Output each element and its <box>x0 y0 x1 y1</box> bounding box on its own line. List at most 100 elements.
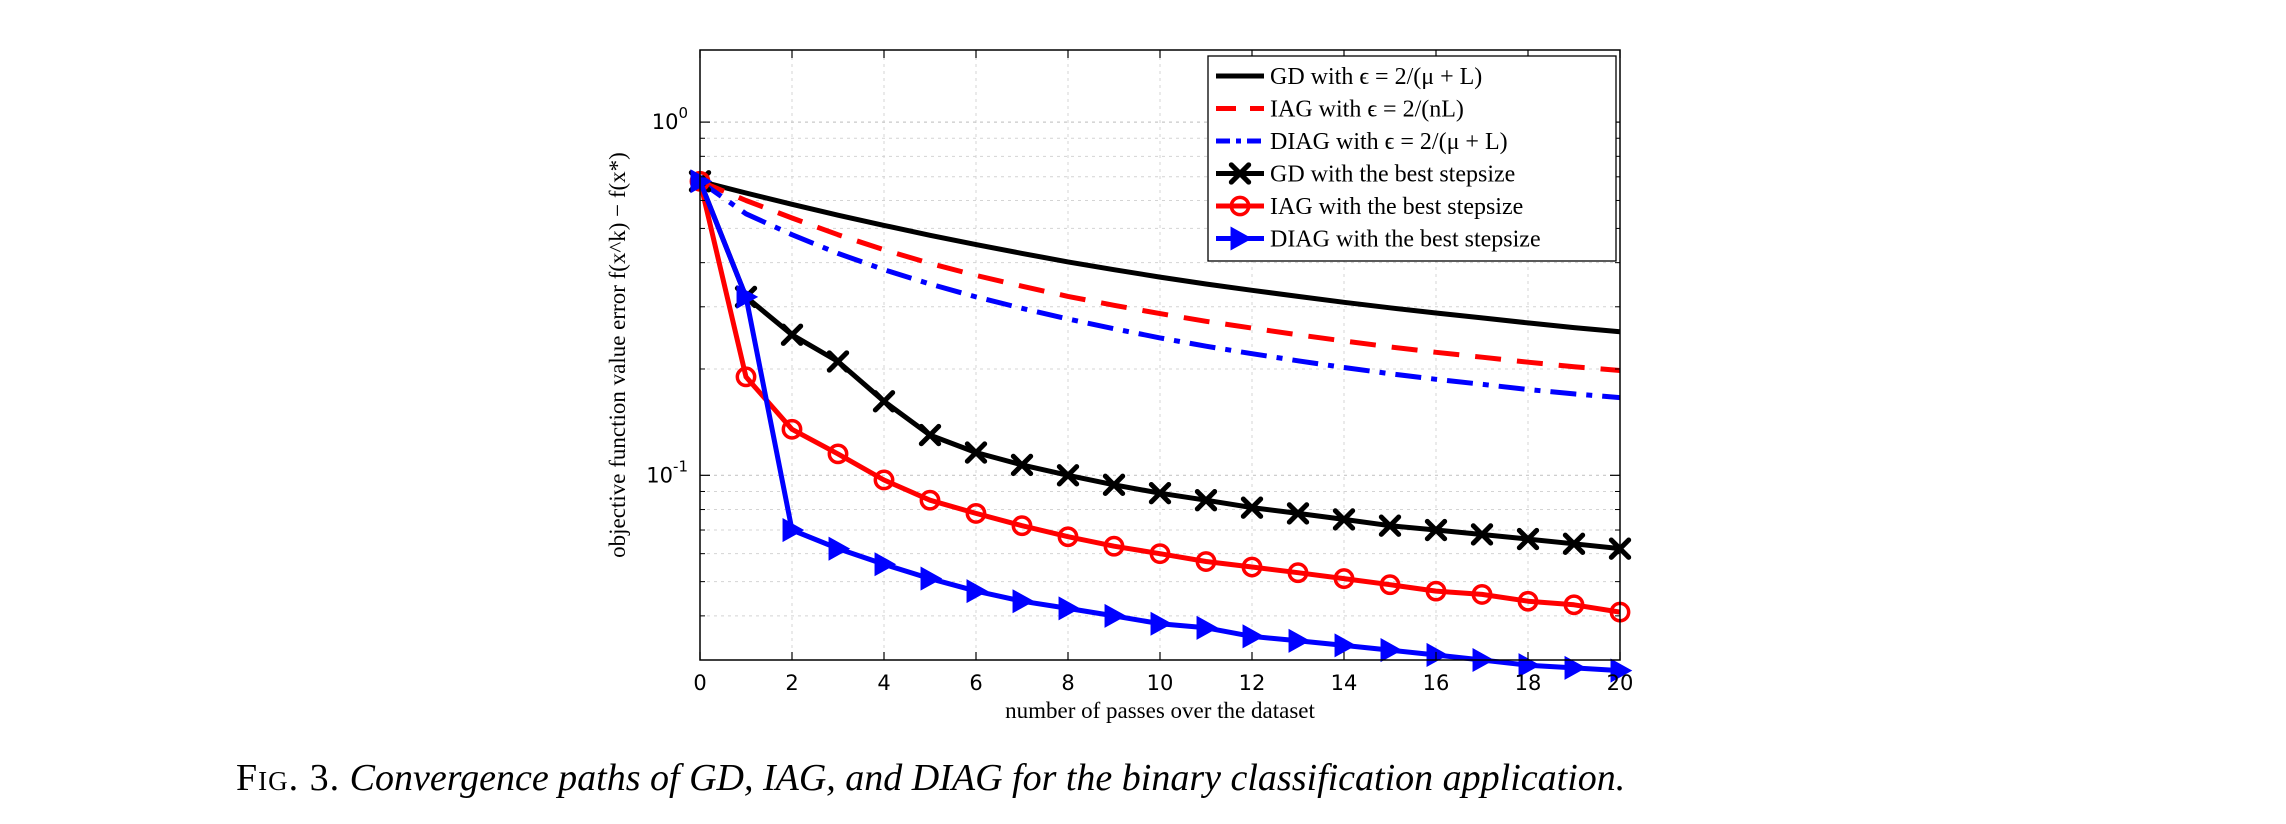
series-line <box>699 178 1621 373</box>
data-point <box>1426 642 1449 668</box>
series-0 <box>699 178 1621 335</box>
series-line <box>699 178 1621 335</box>
caption-label: Fig. 3. <box>236 757 341 799</box>
y-tick-label: 10-1 <box>646 457 688 487</box>
data-point <box>965 502 987 524</box>
data-point <box>1149 543 1171 565</box>
data-point <box>1104 603 1127 628</box>
y-tick-exponent: 0 <box>678 104 688 122</box>
x-tick-label: 10 <box>1147 671 1174 695</box>
x-tick-label: 6 <box>969 671 982 695</box>
legend-entry: GD with the best stepsize <box>1216 162 1515 188</box>
data-point <box>1057 526 1079 548</box>
data-point <box>735 366 757 388</box>
x-tick-label: 14 <box>1331 671 1358 695</box>
data-point <box>1058 596 1081 621</box>
data-point <box>1240 496 1264 519</box>
data-point <box>1012 589 1035 614</box>
data-point <box>1148 482 1172 505</box>
x-tick-label: 2 <box>785 671 798 695</box>
data-point <box>1516 527 1540 551</box>
legend-label: GD with ϵ = 2/(μ + L) <box>1270 64 1482 90</box>
legend-entry: IAG with the best stepsize <box>1216 194 1523 220</box>
legend-marker <box>1229 195 1251 217</box>
legend-box <box>1207 55 1617 262</box>
x-tick-label: 8 <box>1061 671 1074 695</box>
data-point <box>1425 580 1447 602</box>
data-point <box>1194 489 1218 512</box>
data-point <box>1379 574 1401 596</box>
legend-marker <box>1228 162 1252 185</box>
legend-entry: DIAG with the best stepsize <box>1216 226 1541 253</box>
series-line <box>697 180 1621 615</box>
x-axis-label: number of passes over the dataset <box>1005 698 1315 723</box>
data-point <box>872 390 896 413</box>
data-point <box>874 552 897 577</box>
data-point <box>781 418 803 440</box>
data-point <box>827 443 849 465</box>
data-point <box>1471 584 1493 605</box>
data-point <box>1424 518 1448 542</box>
data-point <box>1010 453 1034 477</box>
data-point <box>920 566 943 591</box>
y-tick-base: 10 <box>652 110 679 134</box>
x-tick-label: 12 <box>1239 671 1266 695</box>
data-point <box>1056 464 1080 487</box>
y-tick-base: 10 <box>646 463 673 487</box>
legend-label: GD with the best stepsize <box>1270 162 1515 188</box>
data-point <box>1380 638 1403 663</box>
series-2 <box>698 179 1621 401</box>
data-point <box>1286 502 1310 525</box>
data-point <box>1103 535 1125 557</box>
data-point <box>690 169 713 194</box>
series-line <box>698 179 1621 401</box>
data-point <box>736 284 759 309</box>
data-point <box>1195 551 1217 572</box>
data-point <box>919 489 941 511</box>
series-1 <box>699 178 1621 373</box>
legend: GD with ϵ = 2/(μ + L) IAG with ϵ = 2/(nL)… <box>1207 55 1617 262</box>
x-tick-label: 18 <box>1515 671 1542 695</box>
data-point <box>1470 523 1494 546</box>
legend-label: IAG with the best stepsize <box>1270 194 1523 220</box>
data-point <box>1562 532 1586 555</box>
legend-entry: GD with ϵ = 2/(μ + L) <box>1216 64 1482 90</box>
data-point <box>1102 473 1126 496</box>
data-point <box>1288 628 1311 653</box>
data-point <box>1517 590 1539 612</box>
data-point <box>1564 655 1587 680</box>
caption-text: Convergence paths of GD, IAG, and DIAG f… <box>349 757 1626 799</box>
y-tick-label: 100 <box>652 104 688 134</box>
legend-label: DIAG with the best stepsize <box>1270 227 1541 253</box>
x-tick-label: 16 <box>1423 671 1450 695</box>
data-point <box>1378 514 1402 537</box>
legend-marker <box>1230 226 1253 251</box>
x-tick-label: 4 <box>877 671 890 695</box>
data-point <box>1563 594 1585 616</box>
data-point <box>1334 633 1357 658</box>
data-point <box>780 323 804 346</box>
data-point <box>964 441 988 464</box>
legend-label: DIAG with ϵ = 2/(μ + L) <box>1270 129 1508 155</box>
data-point <box>782 517 805 543</box>
x-tick-label: 20 <box>1607 671 1634 695</box>
data-point <box>1011 515 1033 537</box>
data-point <box>1610 658 1633 683</box>
data-point <box>1242 624 1265 649</box>
legend-entry: DIAG with ϵ = 2/(μ + L) <box>1216 129 1508 155</box>
data-point <box>1150 611 1173 636</box>
data-point <box>1287 562 1309 584</box>
data-point <box>873 469 895 491</box>
data-point <box>1241 556 1263 578</box>
data-point <box>828 536 851 561</box>
data-point <box>1332 508 1356 531</box>
legend-label: IAG with ϵ = 2/(nL) <box>1270 97 1464 123</box>
axis-ticks: 0 2 4 6 8 10 12 14 16 18 20 100 10-1 <box>646 50 1633 695</box>
data-point <box>826 350 850 373</box>
figure-caption: Fig. 3. Convergence paths of GD, IAG, an… <box>236 756 1625 800</box>
legend-entry: IAG with ϵ = 2/(nL) <box>1216 97 1464 123</box>
data-point <box>1196 615 1219 640</box>
data-point <box>1333 568 1355 590</box>
data-point <box>918 423 942 447</box>
